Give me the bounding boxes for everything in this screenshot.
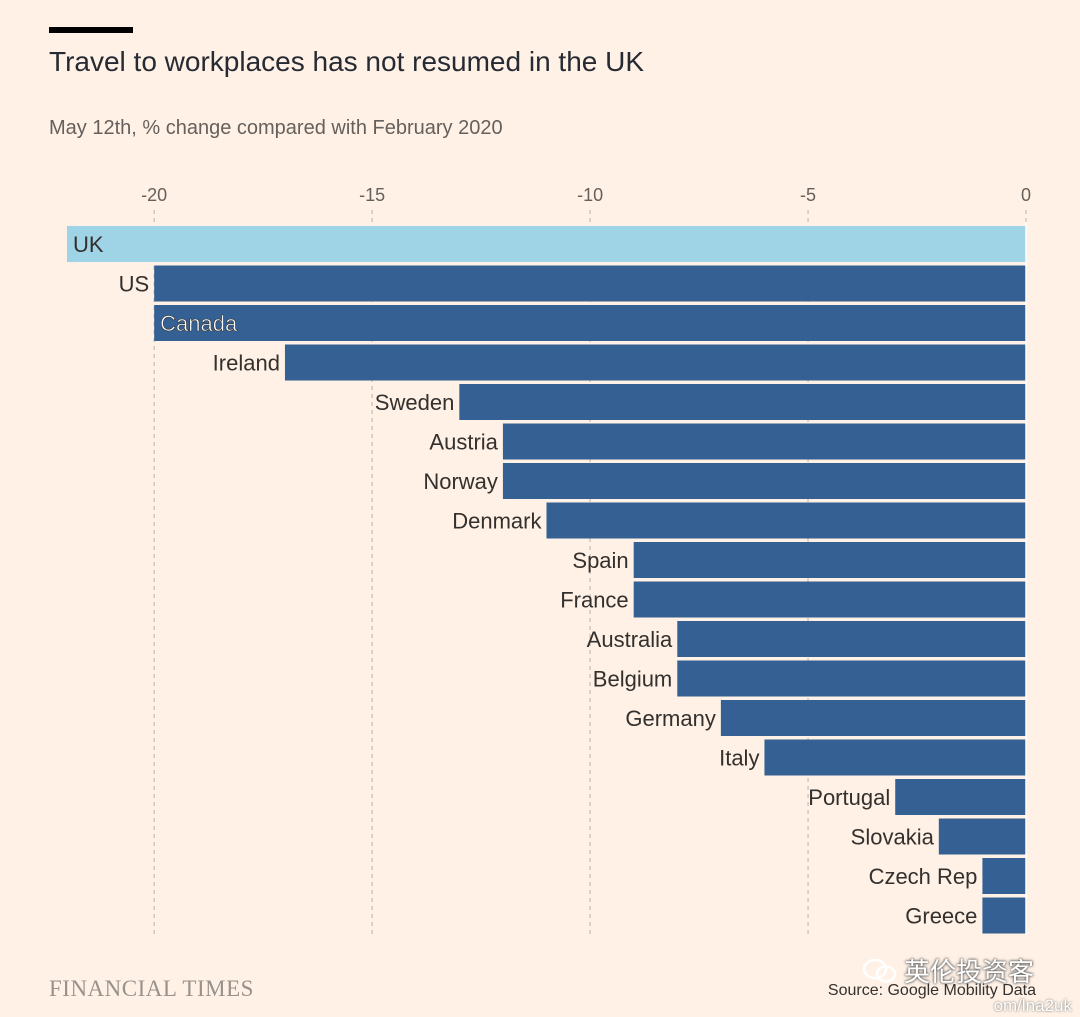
bar <box>502 423 1027 460</box>
bar <box>633 581 1026 618</box>
bar <box>546 502 1026 539</box>
bar-label: Portugal <box>808 785 890 810</box>
bar <box>154 305 1026 341</box>
ft-logo: FINANCIAL TIMES <box>49 976 254 1001</box>
wechat-icon <box>862 958 897 983</box>
bar-label: Ireland <box>213 351 280 376</box>
bar <box>895 779 1026 815</box>
x-tick-label: -5 <box>800 185 816 205</box>
bar-label: UK <box>73 232 104 257</box>
bar <box>284 344 1026 381</box>
bar <box>982 897 1026 934</box>
bar <box>720 700 1026 736</box>
bar <box>982 858 1026 894</box>
title-rule <box>49 27 133 33</box>
bar-label: Belgium <box>593 667 672 692</box>
bar-label: France <box>560 588 628 613</box>
watermark-text: 英伦投资客 <box>904 957 1035 987</box>
bar-label: US <box>119 272 150 297</box>
bar <box>764 739 1026 776</box>
chart-title: Travel to workplaces has not resumed in … <box>49 46 645 77</box>
bar-label: Sweden <box>375 390 455 415</box>
watermark: 英伦投资客 <box>862 952 1034 989</box>
x-tick-label: -20 <box>141 185 167 205</box>
bar-label: Norway <box>423 469 498 494</box>
bar <box>677 660 1026 697</box>
bar-label: Slovakia <box>851 825 935 850</box>
bar-label: Greece <box>905 904 977 929</box>
source-note: Source: Google Mobility Data <box>827 982 1036 999</box>
bar-label: Austria <box>429 430 498 455</box>
bar <box>938 818 1026 855</box>
bar-label: Denmark <box>452 509 542 534</box>
bar <box>677 621 1026 657</box>
bar <box>502 463 1027 499</box>
watermark-url: om/lna2uk <box>993 996 1072 1015</box>
bar-label: Canada <box>160 311 238 336</box>
bar-label: Czech Rep <box>869 864 978 889</box>
bar-label: Italy <box>719 746 759 771</box>
x-tick-label: -10 <box>577 185 603 205</box>
bar <box>633 542 1026 578</box>
chart-subtitle: May 12th, % change compared with Februar… <box>49 117 503 139</box>
bar-label: Spain <box>572 548 628 573</box>
bar-label: Germany <box>625 706 715 731</box>
x-tick-label: 0 <box>1021 185 1031 205</box>
bar <box>154 265 1026 302</box>
bar <box>67 226 1026 262</box>
bar-label: Australia <box>587 627 673 652</box>
bar <box>459 384 1026 420</box>
x-tick-label: -15 <box>359 185 385 205</box>
